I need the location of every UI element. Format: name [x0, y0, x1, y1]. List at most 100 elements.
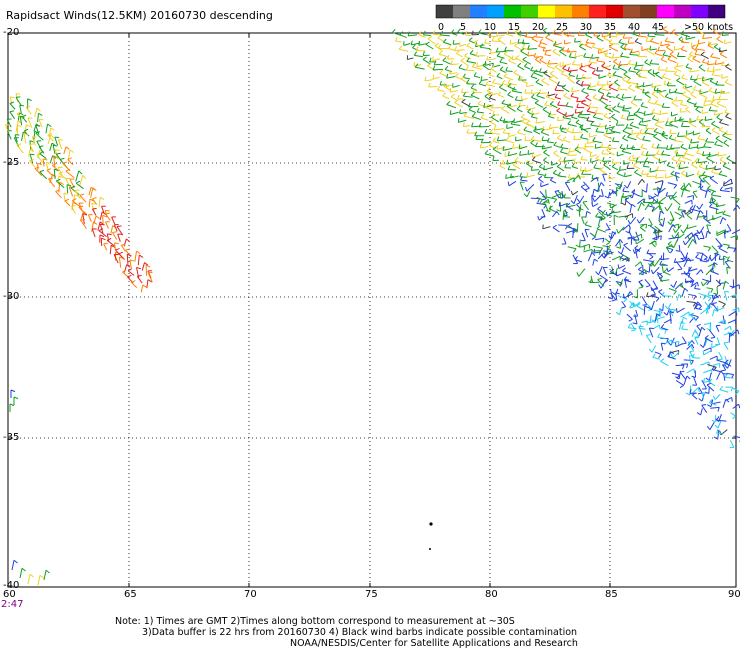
wind-barb	[559, 148, 568, 155]
wind-barb	[13, 396, 19, 405]
wind-barb	[556, 81, 565, 88]
wind-barb	[564, 163, 572, 169]
wind-barb	[647, 68, 656, 77]
wind-barb	[661, 130, 669, 137]
wind-barb	[621, 197, 627, 206]
wind-barb	[622, 134, 629, 142]
wind-barb	[622, 224, 631, 231]
wind-barb	[675, 244, 681, 252]
wind-barb	[629, 203, 636, 213]
wind-barb	[16, 124, 22, 135]
wind-barb	[628, 189, 636, 199]
wind-barb	[652, 353, 660, 360]
wind-barb	[634, 261, 643, 267]
wind-barb	[603, 250, 613, 259]
wind-barb	[696, 408, 703, 416]
wind-barb	[562, 210, 568, 220]
y-tick-label: -30	[3, 291, 20, 302]
wind-barb	[541, 136, 549, 141]
wind-barb	[694, 50, 702, 56]
wind-barb	[660, 342, 666, 351]
wind-barb	[643, 305, 649, 315]
wind-barb	[591, 202, 599, 207]
wind-barb	[562, 113, 571, 120]
wind-barb	[651, 115, 659, 122]
wind-barb	[649, 318, 659, 324]
wind-barb	[484, 38, 491, 45]
wind-barb	[628, 155, 636, 162]
wind-barb	[704, 254, 712, 262]
wind-barb	[523, 190, 531, 198]
wind-barb	[705, 372, 712, 381]
wind-barb	[99, 223, 105, 234]
wind-barb	[686, 300, 697, 307]
wind-barb	[660, 323, 669, 331]
wind-barb	[624, 278, 630, 288]
wind-barb	[88, 198, 95, 208]
wind-barb	[625, 123, 633, 130]
wind-barb	[621, 147, 632, 155]
wind-barb	[686, 130, 694, 136]
wind-barb	[639, 224, 646, 232]
wind-barb	[647, 205, 655, 212]
wind-barb	[542, 106, 551, 115]
wind-barb	[702, 278, 710, 286]
wind-barb	[696, 269, 704, 275]
legend-label: 5	[460, 22, 466, 32]
wind-barb	[690, 281, 699, 288]
wind-barb	[645, 334, 652, 344]
wind-barb	[664, 173, 673, 179]
wind-barb	[658, 303, 664, 312]
wind-barb	[75, 170, 83, 182]
wind-barb	[581, 74, 592, 79]
wind-barb	[612, 105, 620, 113]
wind-barb	[449, 110, 459, 115]
wind-barb	[644, 201, 653, 211]
wind-barb	[571, 60, 583, 66]
wind-barb	[43, 569, 50, 581]
wind-barb	[681, 336, 687, 345]
wind-barb	[631, 129, 640, 135]
wind-barb	[512, 143, 523, 149]
wind-barb	[567, 246, 577, 253]
wind-barb	[617, 247, 625, 255]
wind-barb	[35, 124, 41, 135]
wind-barb	[632, 30, 640, 37]
wind-barb	[471, 63, 482, 70]
wind-barb	[596, 66, 604, 72]
wind-barb	[446, 101, 457, 109]
wind-barb	[520, 48, 528, 56]
wind-barb	[704, 189, 712, 198]
wind-barb	[475, 51, 486, 57]
wind-barb	[643, 110, 654, 116]
wind-barb	[638, 325, 644, 336]
wind-barb	[462, 92, 473, 98]
wind-barb	[552, 41, 563, 49]
wind-barb	[669, 51, 678, 60]
wind-barb	[624, 197, 633, 206]
wind-barb	[567, 75, 576, 84]
wind-barb	[442, 57, 451, 65]
wind-barb	[688, 266, 698, 272]
wind-barb	[641, 296, 648, 306]
wind-barb	[466, 79, 477, 85]
wind-barb	[657, 65, 665, 71]
wind-barb	[607, 71, 616, 77]
wind-barb	[599, 166, 608, 175]
legend-label: 15	[508, 22, 520, 32]
wind-barb	[496, 52, 505, 59]
wind-barb	[704, 387, 710, 394]
wind-barb	[656, 87, 667, 93]
wind-barb	[592, 113, 603, 120]
wind-barb	[619, 144, 626, 150]
wind-barb	[684, 182, 692, 189]
wind-barb	[665, 191, 674, 197]
wind-barb	[499, 58, 508, 65]
wind-barb	[576, 268, 586, 277]
wind-barb	[683, 359, 694, 365]
wind-barb	[526, 120, 536, 129]
wind-barb	[671, 155, 679, 163]
wind-barb	[533, 52, 543, 58]
wind-barb	[98, 228, 107, 238]
wind-barb	[90, 187, 97, 198]
